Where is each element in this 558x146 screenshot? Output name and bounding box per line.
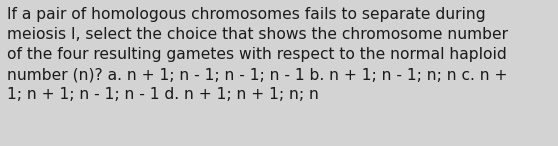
Text: If a pair of homologous chromosomes fails to separate during
meiosis I, select t: If a pair of homologous chromosomes fail… — [7, 7, 508, 102]
